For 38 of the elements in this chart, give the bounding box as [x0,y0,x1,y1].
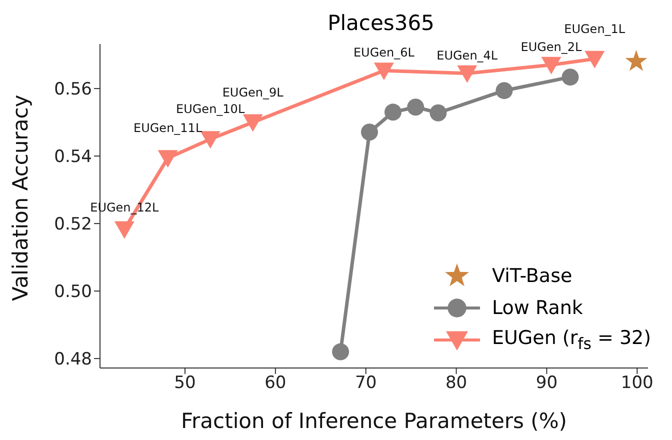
point [332,343,350,360]
x-axis-title: Fraction of Inference Parameters (%) [181,409,567,433]
point [584,50,605,68]
point [457,65,478,83]
x-tick-label: 90 [536,373,558,394]
x-tick-label: 80 [445,373,468,394]
point [430,104,447,122]
point [496,82,513,100]
y-axis-title: Validation Accuracy [8,94,32,301]
y-tick-label: 0.54 [54,147,92,168]
point [360,124,378,141]
point [242,114,263,132]
annotation: EUGen_10L [176,102,245,116]
legend-label: Low Rank [492,297,583,319]
annotation: EUGen_1L [564,22,626,36]
annotation: EUGen_11L [134,121,202,136]
point [384,104,402,121]
point [374,62,394,80]
x-tick-label: 50 [174,373,196,394]
legend-label: ViT-Base [492,265,572,287]
point [562,68,579,86]
y-tick-label: 0.56 [54,80,92,100]
annotation: EUGen_6L [353,46,415,60]
x-tick-label: 100 [620,373,654,394]
point [541,56,562,74]
x-tick-label: 70 [355,373,377,394]
y-tick-label: 0.50 [54,282,92,302]
annotation: EUGen_4L [436,48,498,62]
point [158,150,178,168]
annotation: EUGen_2L [520,40,582,54]
legend-label: EUGen (r$_{fs}$ = 32) [492,327,652,353]
x-tick-label: 60 [264,373,286,394]
y-tick-label: 0.52 [54,214,92,235]
y-tick-label: 0.48 [54,350,92,370]
point [407,98,424,116]
annotation: EUGen_9L [222,85,284,100]
point [114,221,134,239]
chart-title: Places365 [328,11,434,35]
